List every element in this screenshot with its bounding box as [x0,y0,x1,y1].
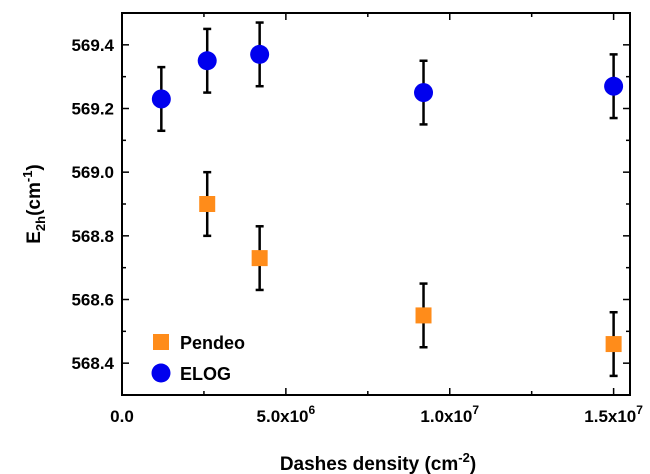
y-axis-title: E2h(cm-1) [20,164,48,244]
y-axis-title-mid: (cm [24,182,45,216]
y-axis-title-sup: -1 [20,171,35,183]
elog-point [414,83,434,103]
y-axis-title-sub: 2h [33,216,48,231]
elog-point [197,51,217,71]
y-axis-title-close: ) [24,164,45,170]
x-tick-label: 1.0x107 [420,403,479,426]
x-tick-label: 1.5x107 [584,403,643,426]
x-tick-label: 0.0 [110,407,134,426]
ticks-group: 0.0 5.0x106 1.0x107 1.5x107 568.4 568.6 568.8 5… [71,12,643,426]
elog-point [250,44,270,64]
pendeo-point [199,196,216,212]
y-axis-title-main: E [24,231,45,244]
y-tick-label: 568.4 [71,354,114,373]
y-tick-label: 569.0 [71,163,114,182]
elog-point [604,76,624,96]
legend-elog-marker [151,363,171,383]
x-axis-title: Dashes density (cm-2) [280,450,476,474]
pendeo-point [415,307,432,324]
x-axis-title-main: Dashes density (cm [280,454,458,474]
legend: Pendeo ELOG [151,333,245,384]
legend-pendeo-marker [153,334,169,350]
y-tick-label: 568.6 [71,291,114,310]
data-group [151,21,624,378]
legend-elog-label: ELOG [180,364,231,384]
pendeo-point [251,250,268,267]
elog-point [151,89,171,109]
x-tick-label: 5.0x106 [257,403,316,426]
y-tick-label: 568.8 [71,227,114,246]
x-axis-title-close: ) [470,454,476,474]
legend-pendeo-label: Pendeo [180,333,245,353]
y-tick-label: 569.2 [71,100,114,119]
x-axis-title-sup: -2 [458,450,470,465]
y-tick-label: 569.4 [71,36,114,55]
pendeo-point [605,336,622,353]
